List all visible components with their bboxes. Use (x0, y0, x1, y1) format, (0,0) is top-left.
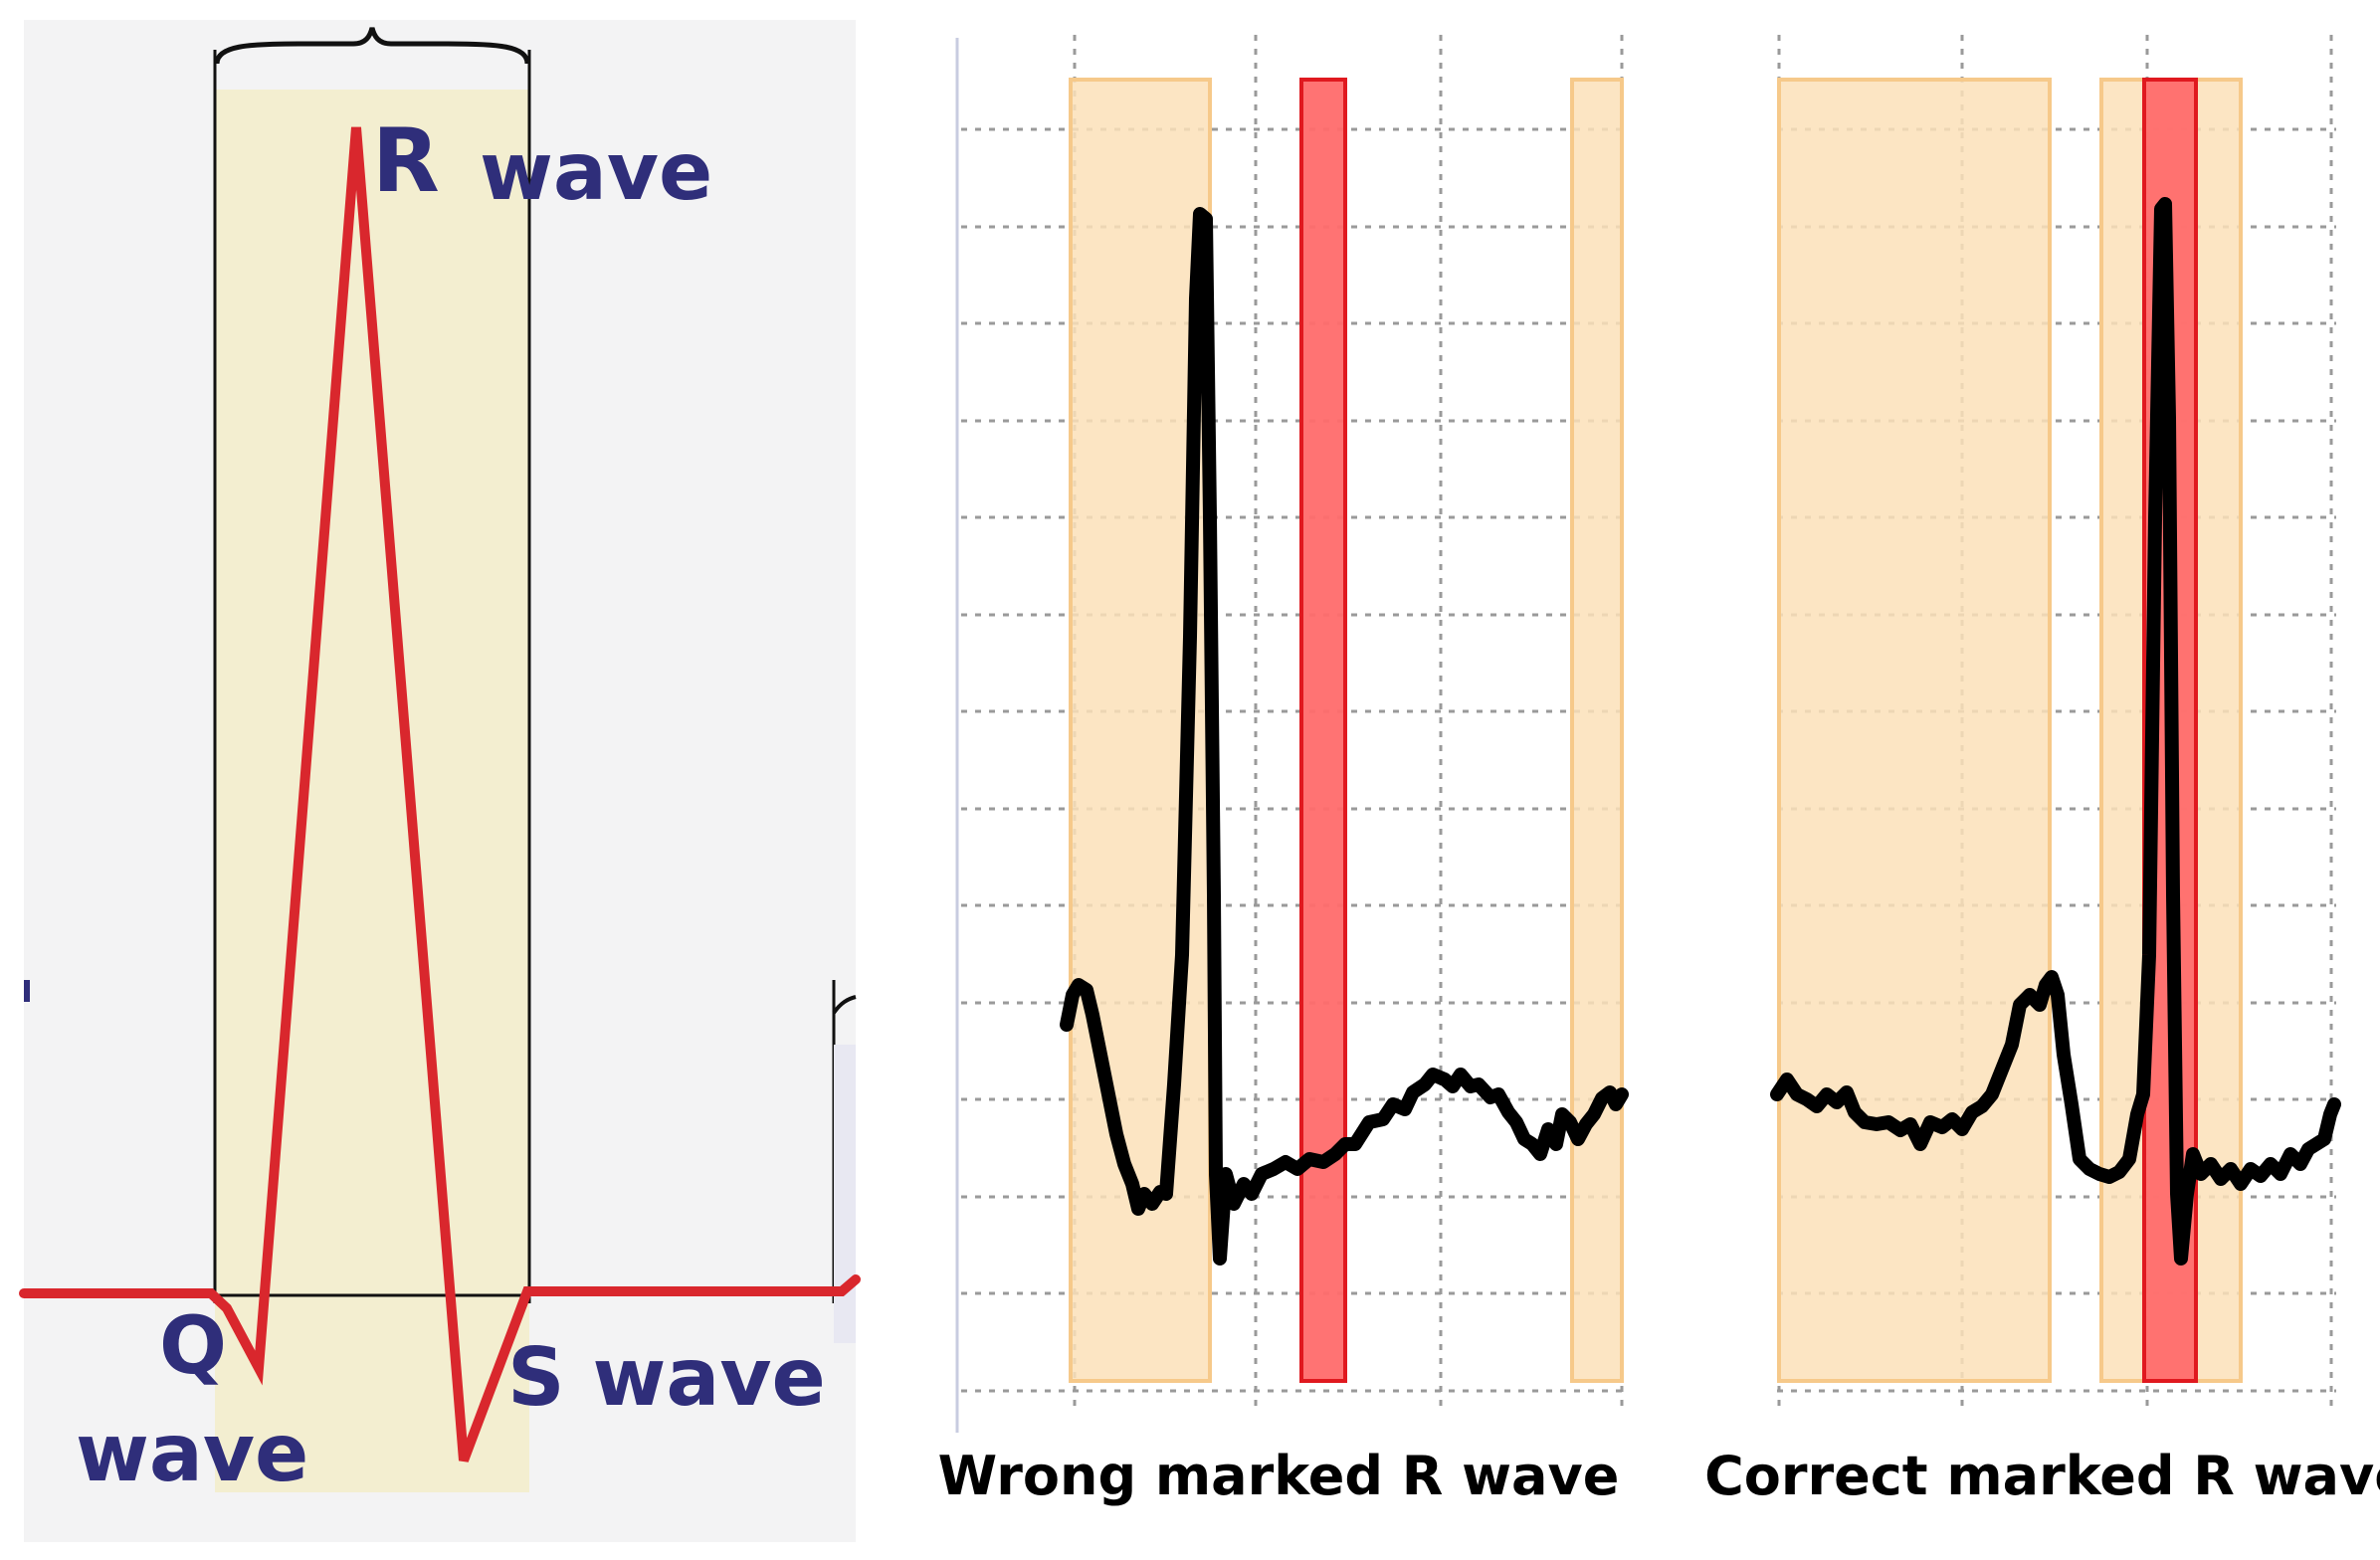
wrong-marked-panel: Wrong marked R wave (938, 35, 1629, 1507)
panel-caption: Wrong marked R wave (938, 1445, 1620, 1507)
qrs-diagram: R wave Q wave S wave (19, 20, 861, 1542)
s-wave-label: S wave (507, 1331, 826, 1424)
beat-window (1777, 78, 2052, 1383)
correct-marked-panel: Correct marked R wave (1704, 35, 2380, 1507)
q-wave-label: wave (76, 1407, 308, 1499)
r-wave-marker (1299, 78, 1347, 1383)
ecg-trace (1770, 197, 2341, 1266)
qrs-duration-brace (214, 27, 530, 65)
grid (1777, 35, 2336, 1413)
r-wave-label: wave (480, 125, 712, 218)
next-beat-region (834, 1045, 856, 1343)
next-beat-brace (832, 995, 857, 1015)
panel-caption: Correct marked R wave (1704, 1445, 2380, 1507)
r-label: R (372, 109, 440, 212)
q-label: Q (159, 1299, 227, 1392)
qrs-trace (19, 126, 861, 1462)
ecg-trace (1060, 207, 1629, 1266)
grid (961, 35, 1624, 1413)
beat-window (1570, 78, 1624, 1383)
edge-mark (24, 980, 30, 1002)
